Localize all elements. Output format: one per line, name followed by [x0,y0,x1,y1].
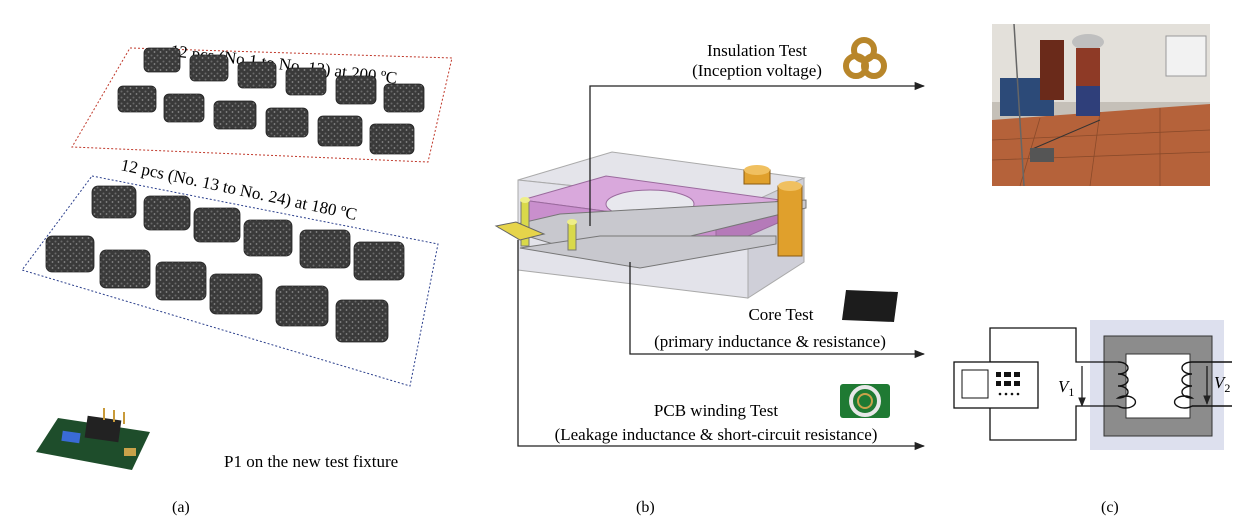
panel-b-label: (b) [636,499,655,516]
group2-components [45,185,405,343]
component-20 [99,249,151,289]
core-arrow [629,262,926,359]
core-sample-icon [842,290,898,322]
panel-b: Insulation Test (Inception voltage) Core… [494,37,926,516]
pcb-subtitle: (Leakage inductance & short-circuit resi… [555,425,878,444]
test-fixture-image [36,408,150,470]
core-subtitle: (primary inductance & resistance) [654,332,886,351]
component-17 [299,229,351,269]
component-22 [209,273,263,315]
component-21 [155,261,207,301]
insulation-subtitle: (Inception voltage) [692,61,822,80]
panel-a-label: (a) [172,499,190,516]
toroid-cores-icon [843,37,887,79]
fixture-caption: P1 on the new test fixture [224,452,398,471]
component-10 [265,107,309,138]
component-9 [213,100,257,130]
component-14 [143,195,191,231]
group2-plane [21,175,439,387]
component-23 [275,285,329,327]
component-11 [317,115,363,147]
group1-components [117,47,425,155]
test-circuit: V1 V2 [953,320,1232,450]
insulation-title: Insulation Test [707,41,807,60]
lab-photo [991,23,1211,187]
component-15 [193,207,241,243]
component-18 [353,241,405,281]
v1-label: V1 [1058,377,1074,399]
component-3 [237,61,277,89]
component-7 [117,85,157,113]
component-2 [189,54,229,82]
panel-c: V1 V2 (c) [953,23,1232,516]
component-5 [335,75,377,105]
component-12 [369,123,415,155]
transformer-3d-model [494,151,807,299]
secondary-winding [1173,361,1232,409]
group1-plane [71,47,453,163]
v2-label: V2 [1214,373,1230,395]
component-24 [335,299,389,343]
panel-c-label: (c) [1101,499,1119,516]
pcb-title: PCB winding Test [654,401,778,420]
component-16 [243,219,293,257]
component-8 [163,93,205,123]
component-19 [45,235,95,273]
pcb-arrow [517,240,926,451]
component-1 [143,47,181,73]
pcb-winding-icon [840,384,890,418]
component-4 [285,67,327,96]
insulation-arrow [589,81,926,226]
component-6 [383,83,425,113]
panel-a: 12 pcs (No.1 to No. 12) at 200 ºC 12 pcs… [21,41,453,516]
primary-winding [1115,361,1137,409]
component-13 [91,185,137,219]
core-title: Core Test [748,305,813,324]
